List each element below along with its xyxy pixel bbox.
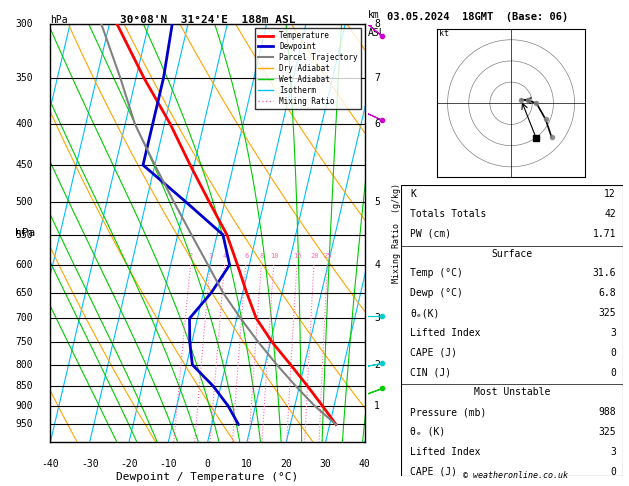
Text: 600: 600 bbox=[15, 260, 33, 270]
Text: 30: 30 bbox=[320, 459, 331, 469]
Text: 4: 4 bbox=[223, 253, 227, 259]
Text: Mixing Ratio  (g/kg): Mixing Ratio (g/kg) bbox=[392, 183, 401, 283]
Text: km: km bbox=[368, 10, 380, 20]
Text: 3: 3 bbox=[610, 447, 616, 457]
Text: 800: 800 bbox=[15, 360, 33, 370]
Text: Most Unstable: Most Unstable bbox=[474, 387, 550, 398]
Text: © weatheronline.co.uk: © weatheronline.co.uk bbox=[464, 471, 568, 480]
Text: 700: 700 bbox=[15, 313, 33, 324]
Text: Surface: Surface bbox=[491, 248, 533, 259]
Text: K: K bbox=[410, 189, 416, 199]
Text: Dewp (°C): Dewp (°C) bbox=[410, 288, 463, 298]
Text: CAPE (J): CAPE (J) bbox=[410, 347, 457, 358]
Text: 8: 8 bbox=[260, 253, 264, 259]
Text: 325: 325 bbox=[598, 308, 616, 318]
Text: hPa: hPa bbox=[15, 228, 35, 238]
Text: 20: 20 bbox=[281, 459, 292, 469]
Text: CAPE (J): CAPE (J) bbox=[410, 467, 457, 477]
Text: 2: 2 bbox=[374, 360, 380, 370]
Text: 7: 7 bbox=[374, 73, 380, 83]
Text: 5: 5 bbox=[374, 197, 380, 207]
Text: 1.71: 1.71 bbox=[593, 229, 616, 239]
Text: 0: 0 bbox=[610, 367, 616, 378]
Legend: Temperature, Dewpoint, Parcel Trajectory, Dry Adiabat, Wet Adiabat, Isotherm, Mi: Temperature, Dewpoint, Parcel Trajectory… bbox=[255, 28, 361, 109]
Text: PW (cm): PW (cm) bbox=[410, 229, 451, 239]
Text: 500: 500 bbox=[15, 197, 33, 207]
Text: 850: 850 bbox=[15, 381, 33, 391]
Text: Pressure (mb): Pressure (mb) bbox=[410, 407, 487, 417]
Text: θₑ(K): θₑ(K) bbox=[410, 308, 440, 318]
Text: 15: 15 bbox=[293, 253, 301, 259]
Text: 1: 1 bbox=[374, 400, 380, 411]
Text: 03.05.2024  18GMT  (Base: 06): 03.05.2024 18GMT (Base: 06) bbox=[387, 12, 569, 22]
Text: 750: 750 bbox=[15, 337, 33, 347]
Text: -40: -40 bbox=[42, 459, 59, 469]
Text: 4: 4 bbox=[374, 260, 380, 270]
Text: 2: 2 bbox=[189, 253, 193, 259]
Text: 40: 40 bbox=[359, 459, 370, 469]
Text: 950: 950 bbox=[15, 419, 33, 430]
Text: 550: 550 bbox=[15, 230, 33, 240]
Text: 3: 3 bbox=[374, 313, 380, 324]
Text: 10: 10 bbox=[241, 459, 253, 469]
Text: 31.6: 31.6 bbox=[593, 268, 616, 278]
Text: Lifted Index: Lifted Index bbox=[410, 328, 481, 338]
Text: Temp (°C): Temp (°C) bbox=[410, 268, 463, 278]
Text: 20: 20 bbox=[310, 253, 318, 259]
Text: 0: 0 bbox=[610, 467, 616, 477]
Text: 0: 0 bbox=[610, 347, 616, 358]
Text: 900: 900 bbox=[15, 400, 33, 411]
Text: -20: -20 bbox=[120, 459, 138, 469]
Text: kt: kt bbox=[439, 29, 449, 37]
Text: ASL: ASL bbox=[368, 29, 386, 38]
Text: -30: -30 bbox=[81, 459, 99, 469]
Text: 42: 42 bbox=[604, 209, 616, 219]
Text: θₑ (K): θₑ (K) bbox=[410, 427, 445, 437]
Text: 6: 6 bbox=[244, 253, 248, 259]
Text: 300: 300 bbox=[15, 19, 33, 29]
Text: 400: 400 bbox=[15, 119, 33, 129]
Text: 450: 450 bbox=[15, 160, 33, 170]
Text: 650: 650 bbox=[15, 288, 33, 298]
Text: 6: 6 bbox=[374, 119, 380, 129]
Text: 25: 25 bbox=[323, 253, 332, 259]
Text: CIN (J): CIN (J) bbox=[410, 367, 451, 378]
Text: Dewpoint / Temperature (°C): Dewpoint / Temperature (°C) bbox=[116, 471, 299, 482]
Text: 0: 0 bbox=[204, 459, 211, 469]
Text: 30°08'N  31°24'E  188m ASL: 30°08'N 31°24'E 188m ASL bbox=[120, 15, 296, 25]
Text: 3: 3 bbox=[209, 253, 213, 259]
Text: 12: 12 bbox=[604, 189, 616, 199]
Text: 350: 350 bbox=[15, 73, 33, 83]
Text: 3: 3 bbox=[610, 328, 616, 338]
Text: 8: 8 bbox=[374, 19, 380, 29]
Text: 6.8: 6.8 bbox=[598, 288, 616, 298]
Text: 10: 10 bbox=[270, 253, 279, 259]
Text: Lifted Index: Lifted Index bbox=[410, 447, 481, 457]
Text: 325: 325 bbox=[598, 427, 616, 437]
Text: Totals Totals: Totals Totals bbox=[410, 209, 487, 219]
Text: 988: 988 bbox=[598, 407, 616, 417]
Text: -10: -10 bbox=[159, 459, 177, 469]
Text: hPa: hPa bbox=[50, 15, 68, 25]
